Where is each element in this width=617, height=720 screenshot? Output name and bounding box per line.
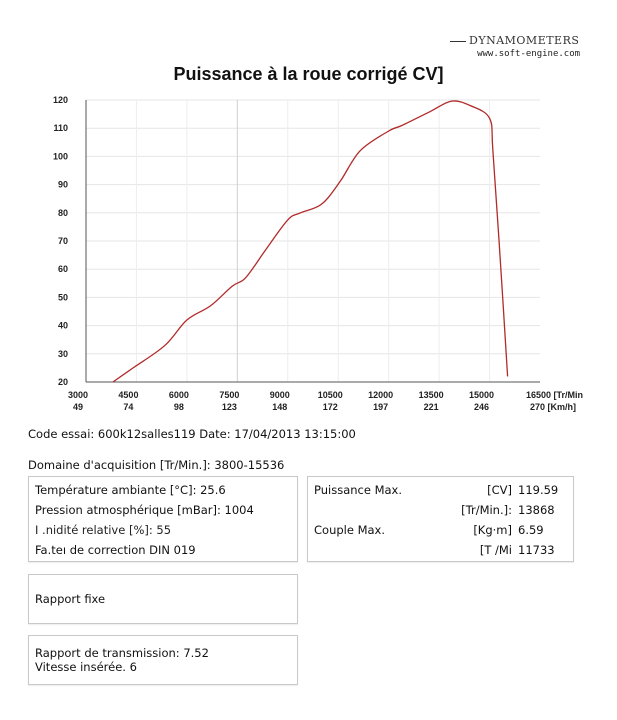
gear-engaged: Vitesse insérée. 6 <box>35 660 137 674</box>
humidity-row: I .nidité relative [%]: 55 <box>35 523 172 537</box>
pressure-row: Pression atmosphérique [mBar]: 1004 <box>35 503 254 517</box>
x-tick-kmh: 197 <box>373 402 388 412</box>
brand-url: www.soft-engine.com <box>450 49 610 59</box>
correction-factor-row: Fa.teı de correction DIN 019 <box>35 543 196 557</box>
max-power-value: 119.59 <box>518 483 559 497</box>
transmission-ratio: Rapport de transmission: 7.52 <box>35 646 209 660</box>
x-tick-kmh: 49 <box>73 402 83 412</box>
fixed-ratio-box: Rapport fixe <box>28 574 298 624</box>
temperature-row: Température ambiante [°C]: 25.6 <box>35 483 226 497</box>
brand-logo: DYNAMOMETERS www.soft-engine.com <box>450 34 610 59</box>
max-power-label: Puissance Max. <box>314 483 403 497</box>
x-tick-rpm: 3000 <box>68 390 88 400</box>
max-torque-rpm-unit: [T /Mi <box>479 543 512 557</box>
y-tick-label: 70 <box>58 236 68 246</box>
x-tick-kmh: 74 <box>123 402 133 412</box>
brand-name: DYNAMOMETERS <box>450 34 610 47</box>
max-power-rpm-value: 13868 <box>518 503 555 517</box>
y-tick-label: 20 <box>58 377 68 387</box>
max-torque-rpm-value: 11733 <box>518 543 555 557</box>
x-tick-rpm: 4500 <box>118 390 138 400</box>
x-tick-kmh: 221 <box>424 402 439 412</box>
x-tick-kmh: 172 <box>323 402 338 412</box>
x-tick-kmh: 246 <box>474 402 489 412</box>
conditions-box: Température ambiante [°C]: 25.6 Pression… <box>28 476 298 562</box>
y-tick-label: 30 <box>58 349 68 359</box>
x-tick-rpm: 12000 <box>368 390 393 400</box>
x-tick-kmh: 98 <box>174 402 184 412</box>
acquisition-range: Domaine d'acquisition [Tr/Min.]: 3800-15… <box>28 458 285 472</box>
results-box: Puissance Max. [CV] 119.59 [Tr/Min.]: 13… <box>307 476 574 562</box>
y-tick-label: 120 <box>53 95 68 105</box>
max-power-rpm-unit: [Tr/Min.]: <box>461 503 512 517</box>
max-torque-value: 6.59 <box>518 523 544 537</box>
y-tick-label: 80 <box>58 208 68 218</box>
y-tick-label: 100 <box>53 151 68 161</box>
x-tick-kmh: 148 <box>272 402 287 412</box>
power-chart: 20 30 40 50 60 70 80 90 100 110 120 3000 49 4500 74 600… <box>53 95 583 412</box>
y-tick-label: 90 <box>58 180 68 190</box>
test-code-date: Code essai: 600k12salles119 Date: 17/04/… <box>28 427 356 441</box>
transmission-box: Rapport de transmission: 7.52 Vitesse in… <box>28 635 298 685</box>
chart-title: Puissance à la roue corrigé CV] <box>173 64 444 84</box>
y-tick-label: 60 <box>58 264 68 274</box>
x-tick-rpm: 9000 <box>270 390 290 400</box>
x-tick-kmh: 123 <box>222 402 237 412</box>
max-power-unit: [CV] <box>487 483 512 497</box>
y-tick-label: 110 <box>53 123 68 133</box>
y-tick-label: 50 <box>58 292 68 302</box>
y-tick-label: 40 <box>58 321 68 331</box>
x-tick-rpm: 13500 <box>419 390 444 400</box>
brand-name-text: DYNAMOMETERS <box>469 34 580 47</box>
x-tick-rpm: 16500 [Tr/Min <box>526 390 583 400</box>
max-torque-label: Couple Max. <box>314 523 386 537</box>
brand-url-text: www.soft-engine.com <box>477 49 581 59</box>
fixed-ratio-label: Rapport fixe <box>35 592 106 606</box>
x-tick-rpm: 7500 <box>219 390 239 400</box>
x-tick-rpm: 15000 <box>469 390 494 400</box>
x-tick-rpm: 6000 <box>169 390 189 400</box>
x-tick-rpm: 10500 <box>318 390 343 400</box>
x-tick-kmh: 270 [Km/h] <box>530 402 576 412</box>
brand-dash <box>450 40 466 42</box>
max-torque-unit: [Kg·m] <box>473 523 512 537</box>
power-curve <box>112 100 509 383</box>
